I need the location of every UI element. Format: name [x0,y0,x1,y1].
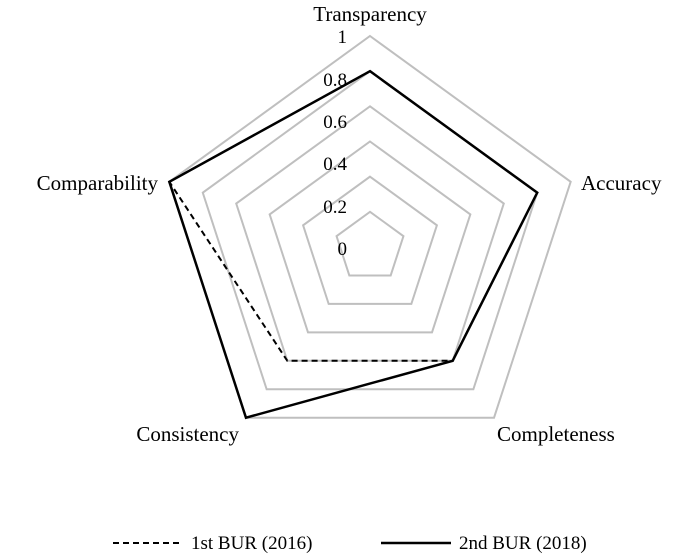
legend-label-1st-bur: 1st BUR (2016) [191,533,312,554]
grid-ring-0.8 [201,69,539,391]
tick-label-0.8: 0.8 [323,70,347,91]
axis-label-comparability: Comparability [37,171,159,195]
legend-label-2nd-bur: 2nd BUR (2018) [459,533,587,554]
radar-grid [168,34,572,419]
series-line-2nd-bur [167,69,539,420]
tick-label-0.6: 0.6 [323,112,347,133]
legend: 1st BUR (2016) 2nd BUR (2018) [113,533,587,554]
tick-labels: 0 0.2 0.4 0.6 0.8 1 [323,27,347,260]
axis-labels: Transparency Accuracy Completeness Consi… [37,2,662,446]
grid-ring-0.2 [301,175,439,305]
series-line-1st-bur [167,69,539,362]
grid-ring-0.6 [235,105,505,362]
axis-label-transparency: Transparency [313,2,427,26]
tick-label-1: 1 [338,27,348,48]
tick-label-0: 0 [338,239,348,260]
grid-ring-0.4 [268,140,472,334]
grid-ring-0 [335,210,405,277]
axis-label-consistency: Consistency [136,422,239,446]
tick-label-0.2: 0.2 [323,197,347,218]
grid-ring-1 [168,34,572,419]
axis-label-completeness: Completeness [497,422,615,446]
radar-series [167,69,539,420]
axis-label-accuracy: Accuracy [581,171,662,195]
tick-label-0.4: 0.4 [323,154,347,175]
